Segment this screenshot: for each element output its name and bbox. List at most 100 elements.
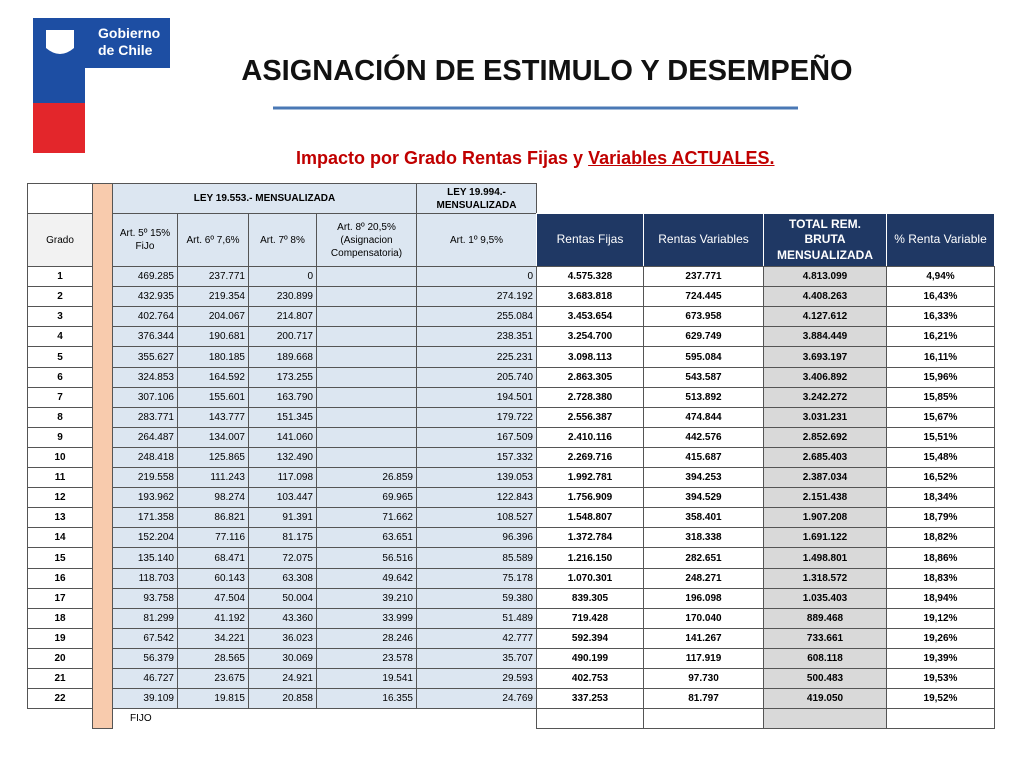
cell: 71.662	[316, 507, 417, 528]
cell: 22	[27, 688, 93, 709]
cell: 2	[27, 286, 93, 307]
cell: 2.685.403	[763, 447, 887, 468]
title: ASIGNACIÓN DE ESTIMULO Y DESEMPEÑO	[241, 55, 853, 87]
logo-text: de Chile	[98, 42, 153, 58]
cell: 69.965	[316, 487, 417, 508]
cell: 283.771	[112, 407, 178, 428]
subtitle-underlined: Variables ACTUALES.	[588, 148, 775, 168]
cell: 219.354	[177, 286, 249, 307]
cell: 394.253	[643, 467, 764, 488]
cell: 41.192	[177, 608, 249, 629]
cell: 10	[27, 447, 93, 468]
cell: 18,86%	[886, 547, 995, 569]
cell: 19,53%	[886, 668, 995, 689]
cell: 402.764	[112, 306, 178, 327]
logo-red	[33, 103, 85, 153]
column-header: TOTAL REM. BRUTA MENSUALIZADA	[763, 213, 887, 267]
cell: 16.355	[316, 688, 417, 709]
cell: 248.418	[112, 447, 178, 468]
footer-cell	[886, 708, 995, 729]
cell: 200.717	[248, 326, 317, 347]
cell: 7	[27, 387, 93, 408]
cell: 36.023	[248, 628, 317, 649]
cell: 56.516	[316, 547, 417, 569]
cell: 318.338	[643, 527, 764, 548]
cell: 91.391	[248, 507, 317, 528]
cell: 26.859	[316, 467, 417, 488]
cell: 33.999	[316, 608, 417, 629]
cell: 21	[27, 668, 93, 689]
cell: 543.587	[643, 367, 764, 388]
cell: 4.813.099	[763, 266, 887, 287]
cell: 122.843	[416, 487, 537, 508]
cell: 68.471	[177, 547, 249, 569]
cell: 67.542	[112, 628, 178, 649]
cell: 46.727	[112, 668, 178, 689]
cell: 193.962	[112, 487, 178, 508]
footer-cell	[536, 708, 644, 729]
cell: 20.858	[248, 688, 317, 709]
cell: 18,79%	[886, 507, 995, 528]
cell: 337.253	[536, 688, 644, 709]
cell: 23.578	[316, 648, 417, 669]
cell: 151.345	[248, 407, 317, 428]
cell: 157.332	[416, 447, 537, 468]
cell: 155.601	[177, 387, 249, 408]
cell: 3.683.818	[536, 286, 644, 307]
cell: 3.406.892	[763, 367, 887, 388]
cell: 4.575.328	[536, 266, 644, 287]
cell: 24.769	[416, 688, 537, 709]
cell: 2.852.692	[763, 427, 887, 448]
cell: 141.267	[643, 628, 764, 649]
cell: 394.529	[643, 487, 764, 508]
cell: 98.274	[177, 487, 249, 508]
cell: 15,48%	[886, 447, 995, 468]
cell: 143.777	[177, 407, 249, 428]
cell	[316, 306, 417, 327]
cell: 15	[27, 547, 93, 569]
cell: 139.053	[416, 467, 537, 488]
column-header: Art. 6º 7,6%	[177, 213, 249, 267]
cell: 16,33%	[886, 306, 995, 327]
cell: 264.487	[112, 427, 178, 448]
cell	[316, 326, 417, 347]
cell: 39.109	[112, 688, 178, 709]
cell: 592.394	[536, 628, 644, 649]
footer-cell	[643, 708, 764, 729]
cell: 117.919	[643, 648, 764, 669]
cell: 415.687	[643, 447, 764, 468]
cell: 12	[27, 487, 93, 508]
cell: 4.408.263	[763, 286, 887, 307]
cell: 16,11%	[886, 346, 995, 368]
column-header: Art. 5º 15% FiJo	[112, 213, 178, 267]
column-header: Art. 7º 8%	[248, 213, 317, 267]
cell: 43.360	[248, 608, 317, 629]
cell: 8	[27, 407, 93, 428]
cell: 1.907.208	[763, 507, 887, 528]
cell: 225.231	[416, 346, 537, 368]
cell	[316, 266, 417, 287]
cell: 75.178	[416, 568, 537, 589]
cell: 5	[27, 346, 93, 368]
cell: 2.269.716	[536, 447, 644, 468]
cell: 490.199	[536, 648, 644, 669]
cell: 839.305	[536, 588, 644, 609]
cell: 18,34%	[886, 487, 995, 508]
cell: 2.863.305	[536, 367, 644, 388]
column-header: Rentas Variables	[643, 213, 764, 267]
cell: 3.098.113	[536, 346, 644, 368]
cell: 3.693.197	[763, 346, 887, 368]
cell: 1.691.122	[763, 527, 887, 548]
cell: 81.299	[112, 608, 178, 629]
cell: 4,94%	[886, 266, 995, 287]
cell: 402.753	[536, 668, 644, 689]
cell: 15,51%	[886, 427, 995, 448]
cell: 19,39%	[886, 648, 995, 669]
cell: 358.401	[643, 507, 764, 528]
column-header: Rentas Fijas	[536, 213, 644, 267]
cell: 3.884.449	[763, 326, 887, 347]
cell: 719.428	[536, 608, 644, 629]
cell: 1.992.781	[536, 467, 644, 488]
cell: 3.254.700	[536, 326, 644, 347]
cell: 307.106	[112, 387, 178, 408]
